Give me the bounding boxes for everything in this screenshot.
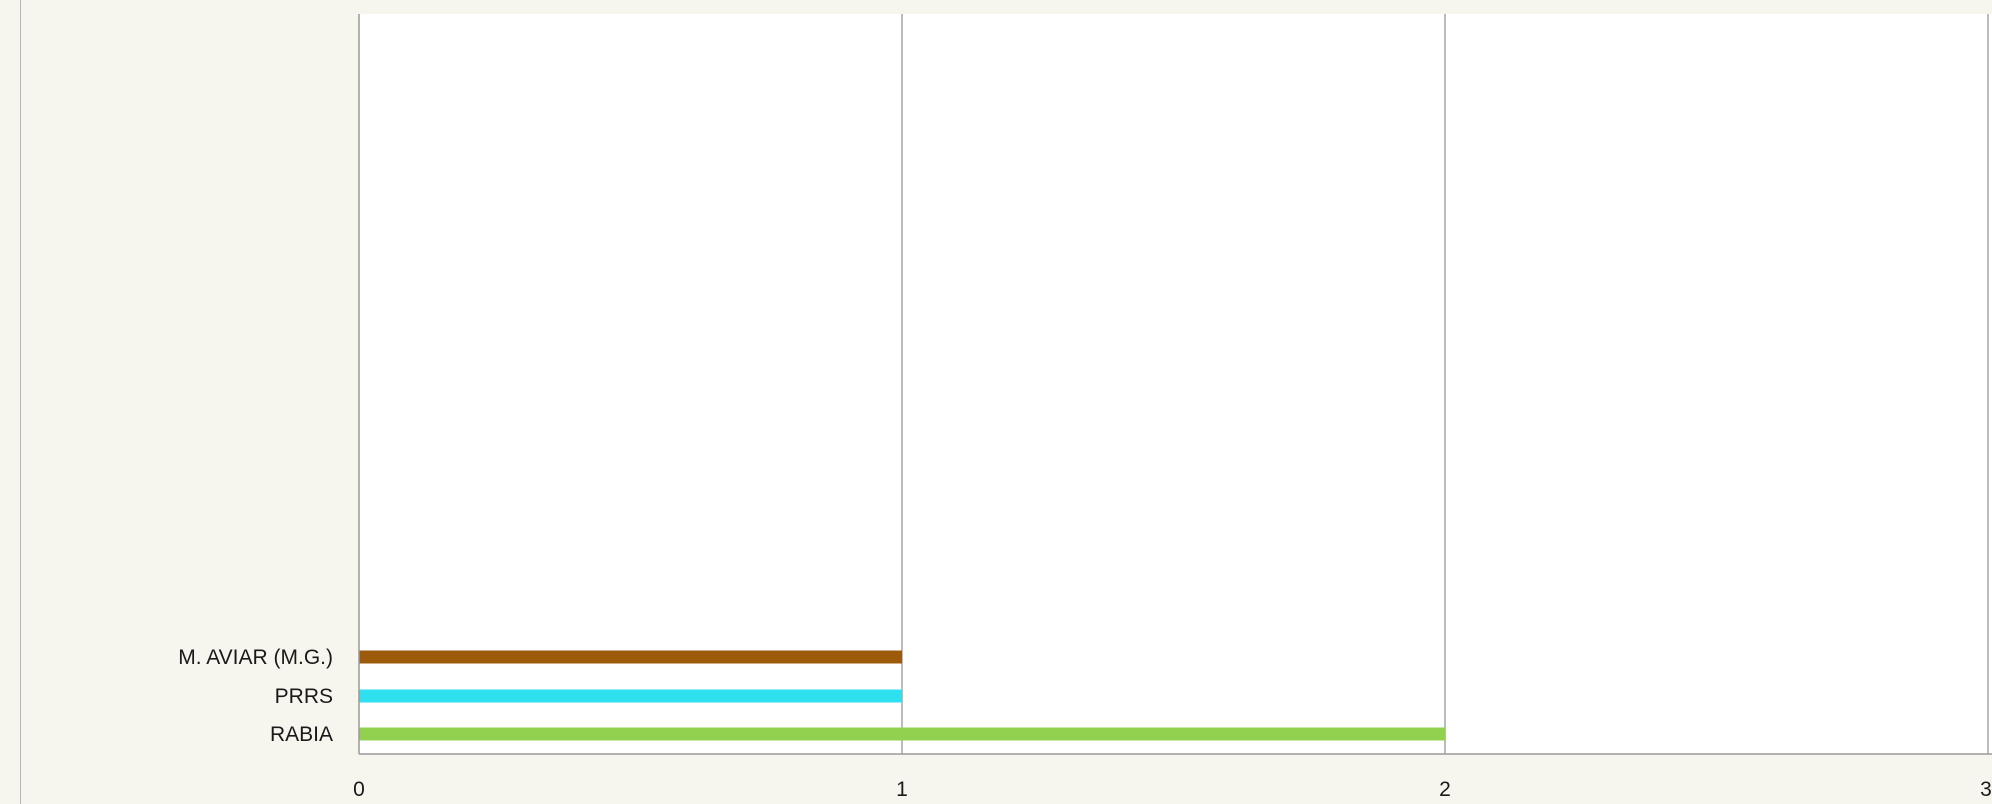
plot-area (359, 14, 1992, 754)
x-tick-label: 0 (353, 778, 365, 801)
category-label: M. AVIAR (M.G.) (178, 646, 333, 669)
category-label: RABIA (270, 723, 333, 746)
x-tick-label: 1 (896, 778, 908, 801)
bars (359, 650, 1445, 741)
category-labels: M. AVIAR (M.G.) PRRS RABIA (178, 646, 333, 746)
category-label: PRRS (275, 685, 333, 708)
bar-m-aviar-m-g (359, 650, 902, 664)
x-tick-labels: 0 1 2 3 (353, 778, 1992, 801)
x-tick-label: 2 (1439, 778, 1451, 801)
bar-rabia (359, 727, 1445, 741)
gridlines (901, 14, 1989, 754)
bar-prrs (359, 689, 902, 703)
x-tick-label: 3 (1980, 778, 1992, 801)
